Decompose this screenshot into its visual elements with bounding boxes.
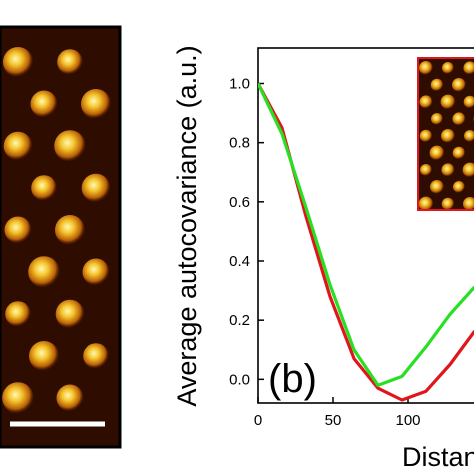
y-tick-label: 0.0 [229, 371, 250, 388]
bright-dot [419, 129, 433, 143]
bright-dot [463, 197, 474, 211]
series-layer [258, 82, 474, 402]
bright-dot [4, 216, 32, 244]
inset-frame [417, 57, 474, 211]
y-axis-title: Average autocovariance (a.u.) [172, 45, 202, 406]
x-tick-label: 0 [254, 412, 262, 429]
x-tick-label: 100 [395, 412, 420, 429]
bright-dot [429, 145, 445, 161]
series-line-2 [258, 82, 474, 387]
bright-dot [56, 384, 84, 412]
bright-dot [419, 61, 433, 75]
bright-dot [3, 131, 33, 161]
plot-frame [257, 47, 474, 404]
bright-dot [81, 173, 111, 203]
bright-dot [441, 129, 455, 143]
bright-dot [453, 181, 465, 193]
bright-dot [81, 89, 111, 119]
bright-dot [430, 78, 444, 92]
bright-dot [418, 196, 434, 212]
bright-dot [441, 197, 455, 211]
bright-dot [55, 215, 85, 245]
bright-dot [55, 299, 85, 329]
bright-dot [440, 94, 456, 110]
bright-dot [31, 175, 57, 201]
microscopy-dots [2, 47, 111, 414]
bright-dot [3, 47, 33, 77]
microscopy-panel [0, 25, 122, 449]
bright-dot [462, 162, 474, 178]
inset-dots [418, 61, 474, 212]
panel-label: (b) [268, 357, 317, 401]
y-tick-label: 1.0 [229, 76, 250, 93]
chart-panel: 0.0 0.2 0.4 0.6 0.8 1.0 0 50 100 (b) Average aut… [172, 45, 474, 472]
bright-dot [83, 343, 109, 369]
bright-dot [442, 62, 454, 74]
y-tick-label: 0.4 [229, 253, 250, 270]
y-tick-label: 0.6 [229, 194, 250, 211]
bright-dot [463, 61, 474, 75]
bright-dot [57, 49, 83, 75]
x-axis-title: Distance [402, 442, 474, 472]
inset-image [417, 57, 474, 212]
bright-dot [419, 95, 433, 109]
bright-dot [463, 95, 474, 109]
bright-dot [82, 258, 110, 286]
axis-ticks: 0.0 0.2 0.4 0.6 0.8 1.0 0 50 100 [229, 76, 420, 430]
bright-dot [464, 130, 474, 142]
bright-dot [54, 130, 86, 162]
bright-dot [452, 146, 466, 160]
bright-dot [29, 341, 59, 371]
bright-dot [431, 113, 443, 125]
x-tick-label: 50 [325, 412, 342, 429]
bright-dot [30, 90, 58, 118]
bright-dot [452, 78, 466, 92]
y-tick-label: 0.2 [229, 312, 250, 329]
bright-dot [28, 256, 60, 288]
bright-dot [452, 112, 466, 126]
y-tick-label: 0.8 [229, 135, 250, 152]
bright-dot [430, 180, 444, 194]
bright-dot [2, 382, 34, 414]
bright-dot [420, 164, 432, 176]
bright-dot [5, 301, 31, 327]
bright-dot [441, 163, 455, 177]
